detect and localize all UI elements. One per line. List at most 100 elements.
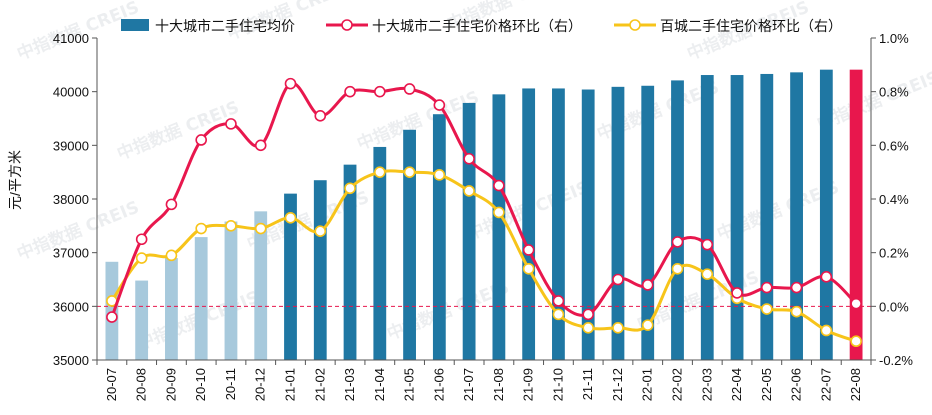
hundred-city-mom-point-21-12 [612, 321, 624, 334]
ten-city-mom-point-22-02 [671, 236, 684, 248]
bar-21-04 [373, 146, 387, 360]
x-tick-label: 21-06 [431, 368, 446, 401]
bar-21-05 [403, 129, 416, 360]
hundred-city-mom-point-21-08 [493, 206, 505, 219]
ten-city-mom-point-21-05 [403, 83, 416, 95]
bar-21-03 [343, 164, 357, 360]
hundred-city-mom-point-22-07 [820, 324, 833, 337]
x-tick-label: 20-11 [223, 368, 238, 400]
left-tick-label: 37000 [53, 246, 89, 261]
ten-city-mom-point-22-01 [641, 279, 654, 291]
legend-ten-city-marker [341, 19, 353, 31]
x-tick-label: 22-02 [670, 368, 685, 401]
right-tick-label: 0.0% [879, 299, 909, 314]
bar-21-09 [522, 88, 536, 361]
x-tick-label: 21-04 [372, 368, 387, 401]
x-tick-label: 20-07 [104, 368, 119, 401]
right-tick-label: 1.0% [879, 31, 909, 46]
hundred-city-mom-point-22-01 [641, 319, 654, 331]
ten-city-mom-point-22-08 [850, 297, 862, 310]
left-tick-label: 36000 [53, 299, 89, 314]
hundred-city-mom-point-20-10 [195, 222, 207, 235]
x-tick-label: 22-05 [759, 368, 774, 401]
ten-city-mom-point-20-09 [165, 198, 178, 211]
bar-21-07 [462, 102, 476, 360]
x-tick-label: 21-12 [610, 368, 625, 401]
hundred-city-mom-point-22-02 [671, 262, 684, 275]
ten-city-mom-point-22-04 [731, 287, 743, 299]
bar-20-11 [224, 221, 238, 360]
x-tick-label: 20-08 [134, 368, 149, 401]
ten-city-mom-point-20-11 [225, 118, 237, 130]
hundred-city-mom-point-22-03 [701, 268, 714, 280]
right-tick-label: 0.6% [879, 138, 909, 153]
ten-city-mom-point-20-07 [106, 311, 118, 323]
ten-city-mom-point-21-01 [284, 77, 297, 90]
bar-22-02 [671, 80, 684, 360]
hundred-city-mom-point-22-05 [761, 303, 773, 315]
ten-city-mom-point-21-02 [314, 110, 327, 122]
bar-20-08 [135, 280, 149, 360]
right-tick-label: -0.2% [879, 353, 913, 368]
x-tick-label: 21-05 [402, 368, 417, 401]
legend: 十大城市二手住宅均价 十大城市二手住宅价格环比（右） 百城二手住宅价格环比（右） [121, 18, 842, 34]
hundred-city-mom-point-20-09 [165, 249, 178, 262]
bar-21-08 [492, 94, 506, 360]
hundred-city-mom-point-22-06 [790, 305, 803, 318]
hundred-city-mom-point-20-08 [135, 252, 148, 264]
x-tick-label: 21-11 [580, 368, 595, 400]
hundred-city-mom-point-21-02 [314, 225, 327, 237]
bar-20-09 [165, 258, 178, 360]
ten-city-mom-point-22-06 [790, 281, 803, 294]
x-tick-label: 21-07 [461, 368, 476, 401]
ten-city-mom-point-21-03 [344, 85, 356, 98]
ten-city-mom-point-21-09 [522, 244, 535, 256]
hundred-city-mom-point-21-05 [403, 166, 416, 178]
hundred-city-mom-point-21-10 [552, 308, 565, 321]
legend-hundred-city-label: 百城二手住宅价格环比（右） [660, 18, 842, 34]
bar-21-11 [581, 89, 595, 361]
x-tick-label: 21-09 [521, 368, 536, 401]
bar-22-03 [700, 75, 714, 360]
ten-city-mom-point-22-07 [820, 271, 833, 283]
ten-city-mom-point-22-05 [761, 281, 773, 294]
bar-20-12 [254, 211, 268, 360]
x-tick-label: 21-08 [491, 368, 506, 401]
x-tick-label: 22-08 [848, 368, 863, 401]
ten-city-mom-point-21-11 [582, 308, 594, 321]
left-tick-label: 41000 [53, 31, 89, 46]
bar-22-05 [760, 73, 774, 360]
right-tick-label: 0.8% [879, 85, 909, 100]
hundred-city-mom-point-20-11 [225, 220, 237, 232]
ten-city-mom-point-21-10 [552, 295, 565, 307]
left-tick-label: 40000 [53, 85, 89, 100]
x-tick-label: 20-10 [193, 368, 208, 401]
y-axis-label: 元/平方米 [7, 150, 23, 210]
bar-22-04 [730, 75, 744, 360]
ten-city-mom-point-21-06 [433, 99, 446, 111]
x-tick-label: 22-03 [699, 368, 714, 401]
bar-22-08 [849, 69, 863, 360]
line-series [106, 77, 862, 348]
legend-bar-label: 十大城市二手住宅均价 [155, 18, 295, 34]
bar-22-01 [641, 85, 655, 360]
ten-city-mom-point-22-03 [701, 238, 714, 251]
bar-20-07 [105, 261, 119, 360]
x-tick-label: 20-12 [253, 368, 268, 401]
bar-21-01 [284, 193, 297, 360]
x-tick-label: 22-06 [789, 368, 804, 401]
x-tick-label: 22-07 [818, 368, 833, 401]
hundred-city-mom-point-21-09 [522, 262, 535, 275]
left-tick-label: 39000 [53, 138, 89, 153]
x-tick-label: 22-04 [729, 368, 744, 401]
x-tick-label: 21-10 [550, 368, 565, 401]
axes: 35000 36000 37000 38000 39000 40000 41000 -0.2%… [53, 31, 914, 401]
left-tick-label: 35000 [53, 353, 89, 368]
x-tick-label: 21-01 [283, 368, 298, 401]
left-tick-label: 38000 [53, 192, 89, 207]
legend-hundred-city-marker [629, 19, 641, 31]
hundred-city-mom-point-21-11 [582, 321, 594, 334]
bar-21-12 [611, 86, 625, 360]
bar-21-06 [432, 114, 446, 360]
hundred-city-mom-point-21-06 [433, 169, 446, 181]
